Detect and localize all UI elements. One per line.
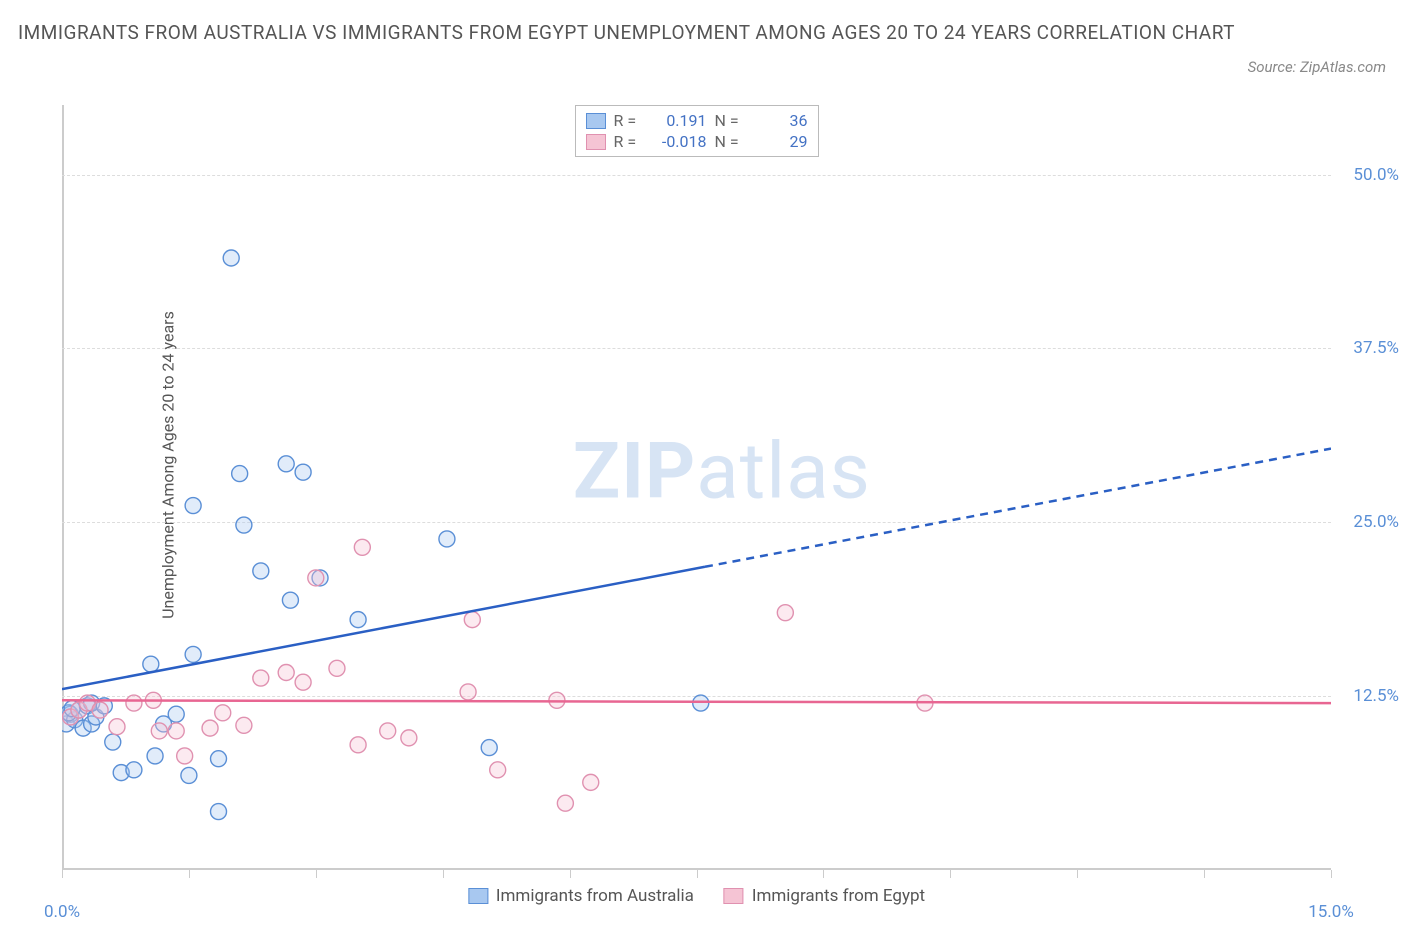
data-point bbox=[253, 670, 269, 686]
legend-swatch bbox=[586, 113, 606, 129]
x-tick bbox=[570, 870, 571, 878]
trend-line bbox=[62, 567, 705, 689]
data-point bbox=[460, 684, 476, 700]
source-name: ZipAtlas.com bbox=[1300, 58, 1386, 76]
y-tick-label: 50.0% bbox=[1353, 165, 1399, 185]
data-point bbox=[92, 702, 108, 718]
data-point bbox=[278, 456, 294, 472]
x-tick bbox=[1331, 870, 1332, 878]
data-point bbox=[185, 646, 201, 662]
data-point bbox=[308, 570, 324, 586]
data-point bbox=[236, 517, 252, 533]
legend-n-label: N = bbox=[715, 111, 745, 130]
data-point bbox=[354, 539, 370, 555]
x-tick bbox=[316, 870, 317, 878]
data-point bbox=[143, 656, 159, 672]
data-point bbox=[439, 531, 455, 547]
source-prefix: Source: bbox=[1248, 58, 1300, 76]
trend-line-extrapolated bbox=[705, 449, 1331, 567]
data-point bbox=[295, 674, 311, 690]
data-point bbox=[168, 706, 184, 722]
y-tick-label: 25.0% bbox=[1353, 512, 1399, 532]
data-point bbox=[185, 498, 201, 514]
x-tick-label: 15.0% bbox=[1308, 902, 1354, 922]
data-point bbox=[181, 767, 197, 783]
legend-n-value: 29 bbox=[753, 132, 808, 151]
x-tick bbox=[1077, 870, 1078, 878]
data-point bbox=[202, 720, 218, 736]
legend-series-name: Immigrants from Australia bbox=[496, 886, 694, 906]
legend-swatch bbox=[586, 134, 606, 150]
x-tick bbox=[1204, 870, 1205, 878]
data-point bbox=[464, 612, 480, 628]
data-point bbox=[223, 250, 239, 266]
data-point bbox=[278, 664, 294, 680]
source-attribution: Source: ZipAtlas.com bbox=[1248, 58, 1386, 76]
data-point bbox=[380, 723, 396, 739]
legend-swatch bbox=[468, 888, 488, 904]
legend-n-label: N = bbox=[715, 132, 745, 151]
data-point bbox=[126, 762, 142, 778]
data-point bbox=[126, 695, 142, 711]
data-point bbox=[583, 774, 599, 790]
x-tick bbox=[950, 870, 951, 878]
legend-r-label: R = bbox=[614, 111, 644, 130]
legend-r-value: -0.018 bbox=[652, 132, 707, 151]
data-point bbox=[777, 605, 793, 621]
trend-line bbox=[62, 700, 1331, 703]
data-point bbox=[350, 737, 366, 753]
data-point bbox=[105, 734, 121, 750]
data-point bbox=[236, 717, 252, 733]
x-tick bbox=[62, 870, 63, 878]
legend-row: R = -0.018 N = 29 bbox=[586, 131, 808, 152]
data-point bbox=[329, 660, 345, 676]
y-tick-label: 37.5% bbox=[1353, 338, 1399, 358]
legend-n-value: 36 bbox=[753, 111, 808, 130]
data-point bbox=[215, 705, 231, 721]
data-point bbox=[490, 762, 506, 778]
data-point bbox=[481, 740, 497, 756]
x-tick bbox=[697, 870, 698, 878]
legend-r-label: R = bbox=[614, 132, 644, 151]
series-legend: Immigrants from Australia Immigrants from… bbox=[468, 886, 925, 906]
legend-row: R = 0.191 N = 36 bbox=[586, 110, 808, 131]
x-tick bbox=[443, 870, 444, 878]
correlation-legend: R = 0.191 N = 36 R = -0.018 N = 29 bbox=[575, 105, 819, 157]
legend-series-item: Immigrants from Australia bbox=[468, 886, 694, 906]
data-point bbox=[401, 730, 417, 746]
x-tick bbox=[189, 870, 190, 878]
legend-series-item: Immigrants from Egypt bbox=[724, 886, 925, 906]
data-point bbox=[147, 748, 163, 764]
data-point bbox=[557, 795, 573, 811]
data-point bbox=[151, 723, 167, 739]
data-point bbox=[168, 723, 184, 739]
chart-title: IMMIGRANTS FROM AUSTRALIA VS IMMIGRANTS … bbox=[18, 18, 1256, 48]
data-point bbox=[295, 464, 311, 480]
data-point bbox=[693, 695, 709, 711]
legend-series-name: Immigrants from Egypt bbox=[752, 886, 925, 906]
data-point bbox=[282, 592, 298, 608]
legend-swatch bbox=[724, 888, 744, 904]
data-point bbox=[109, 719, 125, 735]
data-point bbox=[253, 563, 269, 579]
x-tick-label: 0.0% bbox=[44, 902, 80, 922]
data-point bbox=[350, 612, 366, 628]
chart-plot-area: ZIPatlas 12.5%25.0%37.5%50.0%0.0%15.0% R… bbox=[62, 105, 1331, 870]
data-point bbox=[211, 751, 227, 767]
x-tick bbox=[823, 870, 824, 878]
legend-r-value: 0.191 bbox=[652, 111, 707, 130]
data-point bbox=[177, 748, 193, 764]
data-point bbox=[232, 466, 248, 482]
data-point bbox=[211, 804, 227, 820]
y-tick-label: 12.5% bbox=[1353, 686, 1399, 706]
scatter-svg bbox=[62, 105, 1331, 870]
